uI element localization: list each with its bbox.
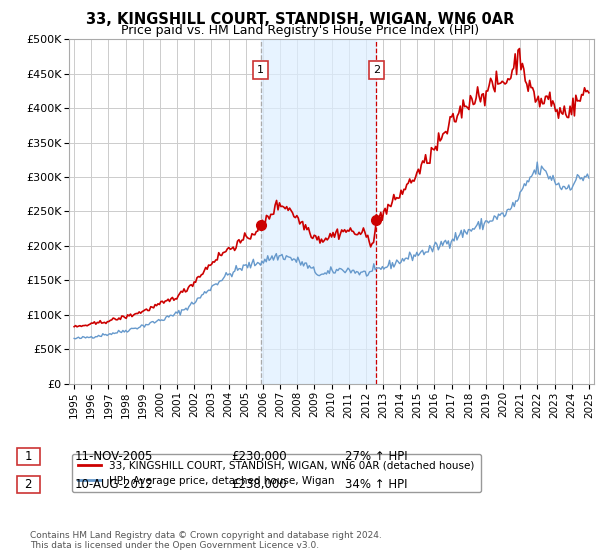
Text: 11-NOV-2005: 11-NOV-2005 <box>75 450 154 463</box>
Text: 2: 2 <box>373 65 380 75</box>
Text: 1: 1 <box>257 65 264 75</box>
Bar <box>260 39 376 384</box>
Text: £230,000: £230,000 <box>231 450 287 463</box>
Text: Price paid vs. HM Land Registry's House Price Index (HPI): Price paid vs. HM Land Registry's House … <box>121 24 479 36</box>
Text: £238,000: £238,000 <box>231 478 287 491</box>
Text: 33, KINGSHILL COURT, STANDISH, WIGAN, WN6 0AR: 33, KINGSHILL COURT, STANDISH, WIGAN, WN… <box>86 12 514 27</box>
Text: 2: 2 <box>25 478 32 491</box>
Text: 27% ↑ HPI: 27% ↑ HPI <box>345 450 407 463</box>
Text: 34% ↑ HPI: 34% ↑ HPI <box>345 478 407 491</box>
Text: 1: 1 <box>25 450 32 463</box>
Text: 10-AUG-2012: 10-AUG-2012 <box>75 478 154 491</box>
Text: Contains HM Land Registry data © Crown copyright and database right 2024.
This d: Contains HM Land Registry data © Crown c… <box>30 530 382 550</box>
Legend: 33, KINGSHILL COURT, STANDISH, WIGAN, WN6 0AR (detached house), HPI: Average pri: 33, KINGSHILL COURT, STANDISH, WIGAN, WN… <box>71 454 481 492</box>
